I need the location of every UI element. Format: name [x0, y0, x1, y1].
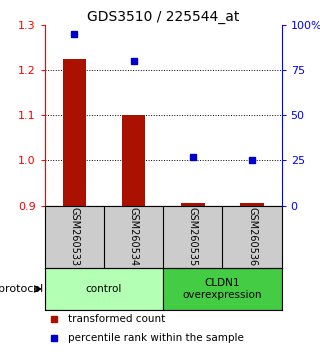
- Text: GSM260534: GSM260534: [129, 207, 139, 266]
- Text: control: control: [86, 284, 122, 294]
- Bar: [240, 203, 264, 206]
- Text: GSM260536: GSM260536: [247, 207, 257, 266]
- Bar: [163, 268, 282, 310]
- Text: percentile rank within the sample: percentile rank within the sample: [68, 333, 244, 343]
- Bar: [63, 59, 86, 206]
- Text: CLDN1
overexpression: CLDN1 overexpression: [183, 278, 262, 300]
- Text: GSM260535: GSM260535: [188, 207, 198, 266]
- Bar: [45, 268, 163, 310]
- Bar: [181, 203, 205, 206]
- Text: transformed count: transformed count: [68, 314, 166, 324]
- Text: protocol: protocol: [0, 284, 44, 294]
- Title: GDS3510 / 225544_at: GDS3510 / 225544_at: [87, 10, 239, 24]
- Text: GSM260533: GSM260533: [69, 207, 79, 266]
- Bar: [122, 115, 146, 206]
